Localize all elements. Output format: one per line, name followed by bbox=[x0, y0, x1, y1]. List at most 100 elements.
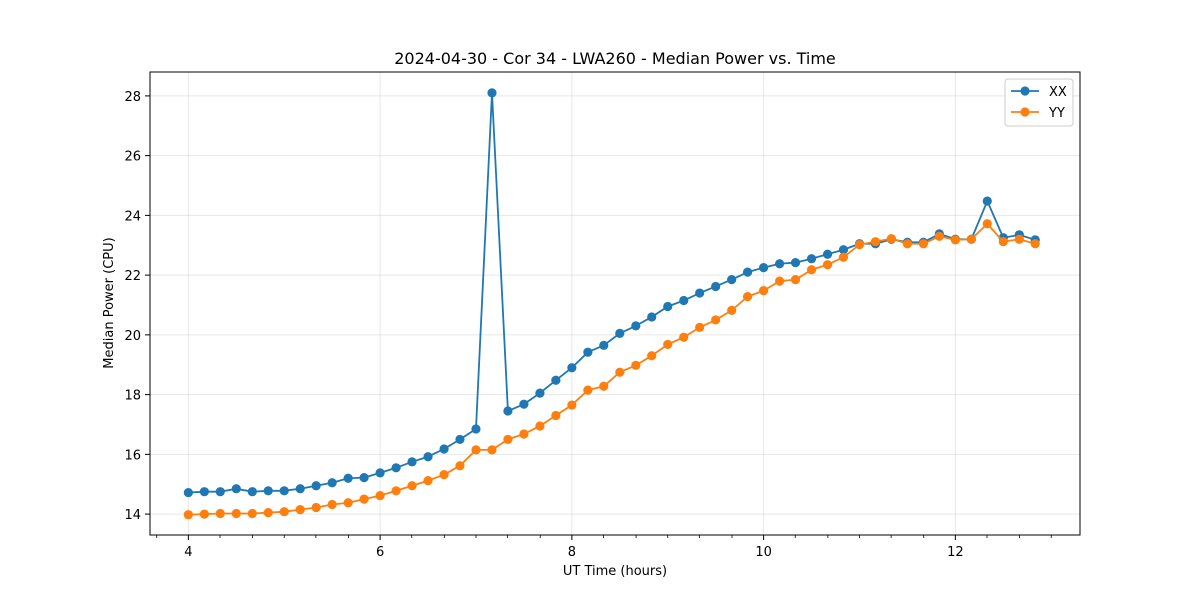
data-point-xx bbox=[375, 468, 385, 478]
data-point-xx bbox=[647, 312, 657, 322]
data-point-xx bbox=[535, 388, 545, 398]
data-point-xx bbox=[279, 486, 289, 496]
y-tick-label: 20 bbox=[124, 329, 141, 344]
data-point-yy bbox=[343, 498, 353, 508]
data-point-xx bbox=[327, 478, 337, 488]
data-point-xx bbox=[199, 487, 209, 497]
data-point-yy bbox=[263, 507, 273, 518]
data-point-yy bbox=[775, 276, 785, 286]
y-tick-label: 28 bbox=[124, 90, 141, 105]
data-point-xx bbox=[806, 254, 817, 264]
data-point-xx bbox=[679, 295, 689, 306]
data-point-yy bbox=[647, 351, 657, 361]
data-point-yy bbox=[583, 385, 593, 395]
data-point-xx bbox=[727, 275, 737, 285]
data-point-yy bbox=[199, 509, 209, 519]
data-point-xx bbox=[263, 486, 273, 496]
data-point-yy bbox=[423, 476, 433, 486]
data-point-yy bbox=[567, 400, 577, 410]
data-point-yy bbox=[1014, 234, 1024, 244]
data-point-xx bbox=[695, 288, 705, 298]
data-point-yy bbox=[711, 315, 721, 325]
data-point-yy bbox=[950, 235, 960, 245]
data-point-xx bbox=[215, 487, 225, 497]
data-point-xx bbox=[711, 281, 721, 292]
data-point-yy bbox=[998, 237, 1008, 247]
x-tick-label: 10 bbox=[755, 545, 772, 560]
data-point-xx bbox=[407, 457, 417, 467]
data-point-xx bbox=[247, 487, 257, 497]
data-point-yy bbox=[535, 421, 545, 431]
data-point-xx bbox=[231, 484, 241, 494]
data-point-yy bbox=[870, 237, 881, 247]
data-point-yy bbox=[503, 434, 513, 445]
axis-ticks: 4 6 8 10 12 14 16 18 20 22 24 26 28 bbox=[124, 90, 1052, 560]
data-point-yy bbox=[822, 260, 833, 270]
data-point-xx bbox=[759, 263, 769, 273]
data-point-yy bbox=[918, 239, 929, 249]
data-point-yy bbox=[247, 508, 257, 519]
legend: XX YY bbox=[1004, 78, 1074, 127]
data-point-xx bbox=[471, 424, 481, 434]
data-point-xx bbox=[455, 434, 465, 445]
data-point-yy bbox=[966, 234, 976, 244]
data-point-xx bbox=[567, 363, 577, 373]
data-point-yy bbox=[790, 275, 801, 285]
data-point-yy bbox=[279, 507, 289, 517]
data-point-yy bbox=[759, 286, 769, 296]
legend-marker-xx bbox=[1020, 86, 1030, 96]
data-point-yy bbox=[934, 231, 944, 241]
data-point-yy bbox=[311, 502, 321, 513]
data-point-yy bbox=[838, 252, 849, 262]
y-tick-label: 16 bbox=[124, 448, 141, 463]
data-point-yy bbox=[982, 219, 992, 229]
data-point-yy bbox=[295, 505, 305, 515]
data-point-xx bbox=[519, 399, 529, 409]
data-point-yy bbox=[471, 445, 481, 455]
x-tick-label: 12 bbox=[947, 545, 964, 560]
data-point-xx bbox=[775, 259, 785, 269]
data-point-xx bbox=[599, 340, 609, 350]
data-point-yy bbox=[455, 461, 465, 471]
data-point-yy bbox=[439, 470, 449, 480]
data-point-xx bbox=[790, 257, 801, 268]
y-tick-label: 18 bbox=[124, 389, 141, 404]
data-point-xx bbox=[631, 321, 641, 331]
y-axis-title: Median Power (CPU) bbox=[102, 237, 117, 368]
data-point-yy bbox=[183, 510, 193, 520]
data-point-xx bbox=[982, 196, 992, 206]
data-point-yy bbox=[679, 332, 689, 342]
data-point-yy bbox=[551, 410, 561, 421]
data-point-xx bbox=[311, 481, 321, 491]
data-point-xx bbox=[838, 245, 849, 255]
series-layer bbox=[183, 88, 1040, 520]
data-point-yy bbox=[519, 429, 529, 439]
data-point-yy bbox=[695, 322, 705, 332]
data-point-yy bbox=[854, 240, 865, 250]
data-point-xx bbox=[343, 473, 353, 483]
legend-entries: XX YY bbox=[1011, 85, 1067, 121]
data-point-yy bbox=[215, 508, 225, 519]
data-point-yy bbox=[742, 292, 753, 302]
data-point-yy bbox=[886, 234, 897, 244]
x-tick-label: 8 bbox=[568, 545, 576, 560]
data-point-xx bbox=[391, 463, 401, 473]
chart-title: 2024-04-30 - Cor 34 - LWA260 - Median Po… bbox=[394, 49, 836, 68]
data-point-xx bbox=[663, 301, 673, 312]
data-point-yy bbox=[902, 239, 913, 249]
data-point-yy bbox=[487, 445, 497, 455]
data-point-yy bbox=[1030, 239, 1040, 249]
data-point-yy bbox=[806, 265, 817, 275]
data-point-yy bbox=[631, 360, 641, 370]
legend-marker-yy bbox=[1020, 107, 1030, 117]
data-point-yy bbox=[599, 381, 609, 391]
y-tick-label: 26 bbox=[124, 150, 141, 165]
data-point-yy bbox=[391, 486, 401, 496]
data-point-xx bbox=[423, 452, 433, 462]
data-point-xx bbox=[183, 487, 193, 498]
data-point-yy bbox=[663, 339, 673, 350]
x-tick-label: 4 bbox=[184, 545, 192, 560]
data-point-xx bbox=[615, 328, 625, 338]
